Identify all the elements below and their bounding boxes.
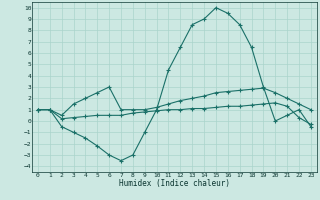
- X-axis label: Humidex (Indice chaleur): Humidex (Indice chaleur): [119, 179, 230, 188]
